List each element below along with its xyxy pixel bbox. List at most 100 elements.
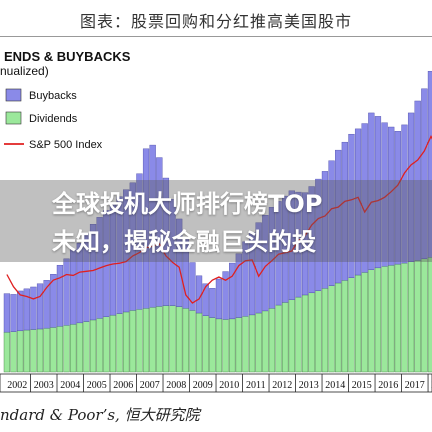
bar-dividends [116, 313, 123, 373]
bar-buybacks [315, 178, 322, 291]
bar-dividends [162, 305, 170, 373]
bar-buybacks [248, 232, 256, 316]
bar-buybacks [70, 249, 77, 325]
bar-dividends [50, 327, 57, 373]
bar-buybacks [388, 126, 395, 266]
bar-buybacks [3, 293, 11, 333]
x-tick-label: 2005 [87, 380, 107, 391]
bar-dividends [222, 319, 229, 373]
bar-dividends [321, 288, 329, 373]
title-divider [0, 36, 432, 37]
bar-dividends [23, 329, 30, 373]
bar-dividends [229, 318, 236, 373]
bar-buybacks [374, 116, 382, 269]
bar-buybacks [242, 241, 249, 317]
bar-buybacks [169, 199, 176, 306]
bar-dividends [255, 312, 262, 373]
bar-dividends [388, 264, 395, 373]
bar-dividends [89, 319, 97, 373]
bar-buybacks [407, 112, 415, 262]
bar-buybacks [301, 192, 309, 296]
bar-buybacks [209, 288, 216, 318]
line-layer [6, 134, 432, 304]
bar-buybacks [202, 283, 209, 316]
bar-buybacks [36, 283, 44, 330]
bar-dividends [17, 330, 24, 373]
bar-buybacks [414, 100, 421, 261]
legend-label-buybacks: Buybacks [29, 90, 77, 102]
bar-dividends [76, 322, 83, 373]
bar-buybacks [176, 218, 183, 307]
bar-dividends [288, 299, 295, 373]
bar-buybacks [308, 186, 315, 294]
bar-buybacks [56, 264, 64, 327]
x-tick-label: 2006 [113, 380, 133, 391]
promo-overlay-banner: 全球投机大师排行榜TOP 未知，揭秘金融巨头的投 [0, 180, 432, 262]
bar-dividends [149, 306, 156, 373]
bar-dividends [394, 263, 401, 373]
bar-buybacks [229, 262, 236, 320]
bar-dividends [407, 261, 415, 373]
x-tick-label: 2004 [60, 380, 80, 391]
bar-buybacks [156, 157, 163, 307]
bar-buybacks [341, 141, 348, 281]
bar-dividends [30, 329, 37, 373]
bar-dividends [262, 310, 269, 373]
bar-buybacks [421, 88, 428, 260]
bar-dividends [328, 285, 335, 373]
bar-dividends [83, 321, 90, 373]
bar-dividends [70, 323, 77, 373]
legend-swatch-buybacks [5, 88, 22, 102]
bar-dividends [103, 316, 110, 373]
bar-dividends [182, 308, 189, 373]
bar-dividends [169, 305, 176, 373]
source-note: ndard & Poor’s, 恒大研究院 [0, 406, 200, 424]
bar-dividends [3, 331, 11, 373]
legend-label-sp500: S&P 500 Index [29, 139, 103, 151]
bar-dividends [136, 309, 143, 373]
buybacks-dividends-chart: 2002 2003 2004 2005 2006 2007 2008 2009 2010 2011… [0, 49, 432, 393]
bar-layer [3, 71, 432, 373]
overlay-line-2: 未知，揭秘金融巨头的投 [52, 228, 316, 256]
bar-dividends [109, 314, 117, 373]
bar-dividends [235, 317, 242, 373]
bar-dividends [427, 257, 432, 373]
bar-dividends [63, 325, 70, 373]
bar-buybacks [10, 294, 17, 332]
bar-dividends [341, 280, 348, 373]
bar-buybacks [136, 173, 143, 310]
bar-dividends [142, 308, 150, 373]
sp500-line [6, 134, 432, 304]
bar-dividends [189, 310, 196, 373]
bar-buybacks [182, 238, 189, 309]
bar-buybacks [23, 288, 30, 331]
bar-dividends [295, 296, 302, 373]
x-tick-label: 2009 [193, 380, 213, 391]
bar-buybacks [401, 124, 408, 264]
bar-dividends [414, 260, 421, 373]
bar-dividends [335, 282, 342, 373]
bar-dividends [315, 290, 322, 373]
legend-label-dividends: Dividends [29, 113, 78, 125]
bar-dividends [202, 315, 209, 373]
legend: Buybacks Dividends S&P 500 Index [4, 88, 103, 151]
bar-buybacks [63, 258, 70, 326]
bar-dividends [354, 274, 362, 373]
bar-dividends [301, 294, 309, 373]
bar-dividends [368, 269, 375, 373]
bar-dividends [209, 317, 216, 373]
x-tick-label: 2014 [325, 380, 345, 391]
bar-buybacks [116, 196, 123, 314]
bar-dividends [268, 308, 276, 373]
bar-dividends [56, 326, 64, 373]
legend-swatch-dividends [5, 111, 22, 125]
bar-dividends [129, 310, 136, 373]
bar-dividends [10, 331, 17, 373]
bar-dividends [215, 318, 223, 373]
bar-buybacks [129, 182, 136, 311]
chart-subtitle: nualized) [0, 64, 49, 78]
bar-buybacks [368, 112, 375, 270]
x-tick-label: 2010 [219, 380, 239, 391]
bar-buybacks [76, 242, 83, 324]
bar-buybacks [109, 203, 117, 316]
